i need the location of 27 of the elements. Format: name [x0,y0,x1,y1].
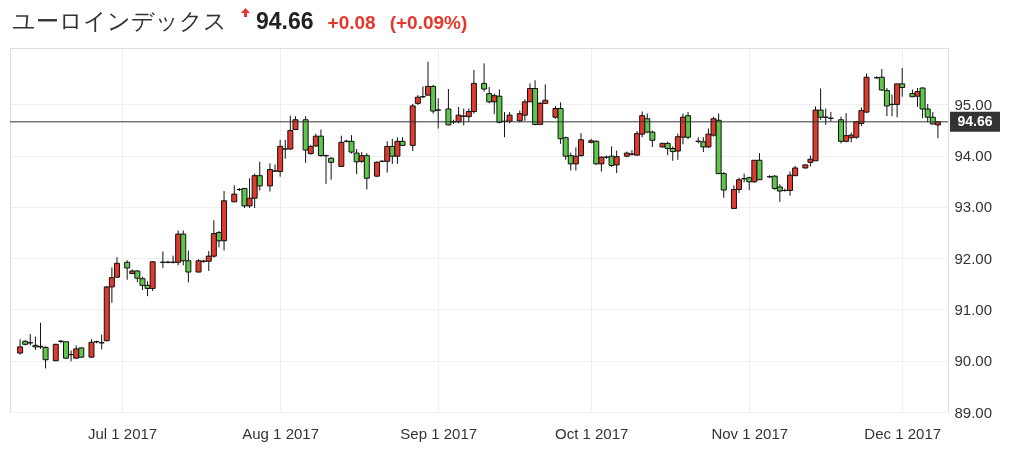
candlestick [838,116,845,144]
y-tick-label: 95.00 [954,95,993,113]
chart-title: ユーロインデックス [12,7,227,36]
ref-line-label: 94.66 [957,112,993,129]
candlestick [210,219,217,259]
y-tick-label: 91.00 [954,300,993,318]
x-tick-label: Sep 1 2017 [400,424,478,442]
x-tick-label: Nov 1 2017 [711,424,789,442]
candlestick [384,140,391,174]
x-tick-label: Dec 1 2017 [864,424,942,442]
candlestick [266,162,273,193]
text: +0.08 [327,12,376,34]
candlestick [934,121,941,139]
y-tick-label: 92.00 [954,249,993,267]
x-tick-label: Oct 1 2017 [554,424,629,442]
chart-subtitle: 94.66 [256,8,314,35]
text: (+0.09%) [389,12,468,34]
candlestick [481,62,488,93]
candlestick [88,338,95,359]
candlestick [328,156,335,181]
y-tick-label: 94.00 [954,147,993,165]
x-tick-label: Aug 1 2017 [242,424,320,442]
y-tick-label: 89.00 [954,403,993,421]
y-tick-label: 90.00 [954,352,993,370]
candlestick [894,83,901,118]
x-tick-label: Jul 1 2017 [87,424,158,442]
y-tick-label: 93.00 [954,198,993,216]
